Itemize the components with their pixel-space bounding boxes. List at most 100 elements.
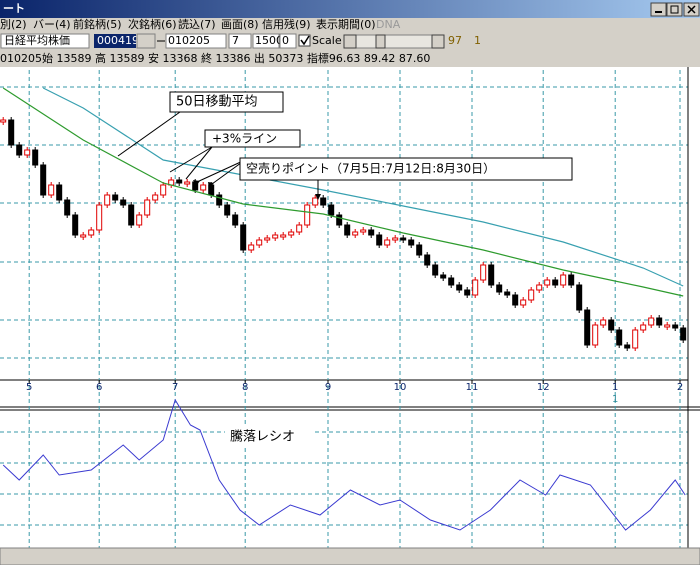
code-spinner[interactable] [136,33,156,49]
menu-item[interactable]: 前銘柄(5) [73,17,122,31]
code-box[interactable] [94,34,136,48]
slider-left[interactable] [343,34,357,49]
candle [280,234,287,238]
candle [408,239,415,246]
extra-value: 1 [474,34,481,47]
candle [8,119,15,146]
candle [136,214,143,226]
candle [112,194,119,201]
window-buttons[interactable] [650,2,700,17]
candle [304,204,311,226]
candle [600,319,607,326]
candle [128,204,135,226]
candle [272,234,279,239]
x-tick-label: 11 [466,382,479,393]
candle [240,224,247,251]
candle [560,274,567,286]
name-box[interactable] [0,33,90,49]
candle [632,329,639,349]
candle [184,181,191,185]
menu-item[interactable]: 信用残(9) [262,17,311,31]
scrollbar[interactable] [0,547,700,565]
candle [32,149,39,166]
candle [448,277,455,286]
candle [400,237,407,241]
count-box[interactable] [252,33,280,49]
candle [544,279,551,286]
candle [24,149,31,156]
candle [344,224,351,236]
annotation: 空売りポイント（7月5日:7月12日:8月30日） [246,161,495,176]
candle [264,237,271,241]
x-tick-label: 7 [172,382,178,393]
candle [624,344,631,349]
candle [144,199,151,216]
x-tick-label-secondary: 1 [612,394,618,405]
menu-item[interactable]: 次銘柄(6) [128,17,177,31]
annotation: +3%ライン [212,132,277,146]
candle [72,214,79,236]
candle [584,309,591,346]
candle [88,229,95,236]
offset-box[interactable] [279,33,297,49]
x-tick-label: 12 [537,382,550,393]
scale-label: Scale [312,34,342,47]
slider[interactable] [343,34,445,49]
candle [416,244,423,256]
candle [64,199,71,216]
period-box[interactable] [228,33,252,49]
candle [312,197,319,206]
date-value: 010205 [168,34,210,47]
x-tick-label: 10 [394,382,407,393]
candle [376,234,383,246]
menu-item[interactable]: 別(2) [0,18,27,31]
candle [640,324,647,331]
menu: 別(2) バー(4) 前銘柄(5) 次銘柄(6) 読込(7) 画面(8) 信用残(9) 表示期… [0,17,401,31]
info-text: 010205始 13589 高 13589 安 13368 終 13386 出 … [0,51,430,65]
slider-right[interactable] [431,34,445,49]
candle [672,324,679,329]
slider-value: 97 [448,34,462,47]
candle [664,324,671,328]
menu-item[interactable]: DNA [376,18,401,31]
menu-item[interactable]: 表示期間(0) [316,17,376,31]
slider-thumb[interactable] [375,34,386,49]
stock-code: 000419 [97,34,139,47]
candle [648,317,655,326]
candle [248,244,255,251]
candle [504,291,511,296]
menu-item[interactable]: 読込(7) [178,17,216,31]
menu-item[interactable]: 画面(8) [221,18,259,31]
candle [464,289,471,296]
candle [536,284,543,291]
candle [680,327,687,341]
candle [616,329,623,346]
candle [456,284,463,291]
candle [424,254,431,266]
moving-average-line [42,87,684,287]
candle [568,274,575,286]
candle [120,199,127,206]
candle [440,274,447,279]
period-value: 7 [232,34,239,47]
date-box[interactable] [165,33,227,49]
candle [368,229,375,236]
candle [320,197,327,206]
scale-checkbox[interactable] [298,34,311,47]
offset-value: 0 [282,34,289,47]
candle [520,299,527,306]
candle [288,231,295,236]
indicator-title: 騰落レシオ [230,429,295,445]
candle [48,184,55,196]
x-tick-label: 2 [677,382,683,393]
minimize-button[interactable] [650,2,667,17]
candle [576,284,583,311]
menu-item[interactable]: バー(4) [33,18,71,31]
candle [592,324,599,346]
candle [352,231,359,236]
candle [40,164,47,196]
candle [552,279,559,286]
chart-area [0,67,700,548]
maximize-button[interactable] [666,2,683,17]
